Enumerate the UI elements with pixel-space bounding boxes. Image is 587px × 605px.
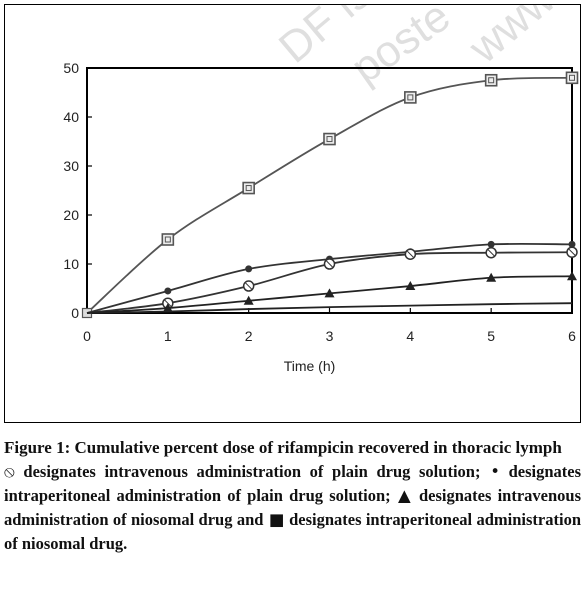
data-point-inner bbox=[407, 94, 414, 101]
y-tick-label: 20 bbox=[63, 207, 79, 223]
x-tick-label: 1 bbox=[164, 328, 172, 344]
legend-symbol-ip-plain: • bbox=[480, 462, 500, 481]
x-axis-title: Time (h) bbox=[284, 358, 336, 374]
data-point-slash bbox=[245, 282, 253, 290]
plot-frame bbox=[86, 67, 573, 314]
series-line-5 bbox=[86, 302, 573, 314]
y-tick-label: 40 bbox=[63, 109, 79, 125]
figure-panel: DF is poste www 0 10 20 30 40 50 0 1 2 3 4 5 6 Time (h) bbox=[4, 4, 581, 423]
x-tick-label: 2 bbox=[245, 328, 253, 344]
data-point bbox=[487, 240, 495, 248]
y-tick-label: 10 bbox=[63, 256, 79, 272]
legend-text-iv-plain: designates intravenous administration of… bbox=[14, 462, 481, 481]
data-point-slash bbox=[326, 260, 333, 268]
data-point bbox=[245, 265, 253, 273]
data-point-inner bbox=[164, 236, 171, 243]
data-point bbox=[405, 281, 416, 291]
data-point bbox=[565, 71, 579, 85]
legend-text-ip-plain: designates intraperitoneal administratio… bbox=[4, 462, 582, 505]
figure-caption: Figure 1: Cumulative percent dose of rif… bbox=[4, 436, 581, 556]
data-point-slash bbox=[487, 249, 495, 257]
y-tick-label: 50 bbox=[63, 60, 79, 76]
legend-text-ip-niosomal: designates intraperitoneal administratio… bbox=[4, 510, 582, 553]
legend-symbol-iv-plain: ⦸ bbox=[4, 462, 15, 481]
data-point bbox=[486, 272, 497, 282]
data-point-slash bbox=[406, 250, 414, 258]
data-point bbox=[404, 91, 417, 104]
data-point-inner bbox=[488, 77, 495, 84]
x-tick-label: 3 bbox=[326, 328, 334, 344]
data-point bbox=[567, 271, 577, 281]
data-point bbox=[484, 73, 498, 87]
legend-symbol-iv-niosomal: ▲ bbox=[390, 486, 413, 505]
watermark-text: www bbox=[459, 5, 564, 73]
x-tick-label: 6 bbox=[568, 328, 576, 344]
x-tick-label: 0 bbox=[83, 328, 91, 344]
data-point-inner bbox=[569, 74, 575, 81]
y-tick-label: 0 bbox=[71, 305, 79, 321]
series-line-2 bbox=[86, 242, 573, 314]
data-point bbox=[162, 303, 173, 313]
x-tick-label: 5 bbox=[487, 328, 495, 344]
legend-symbol-ip-niosomal: ■ bbox=[263, 510, 285, 529]
data-point bbox=[242, 181, 255, 195]
data-point-inner bbox=[245, 185, 252, 192]
data-point bbox=[568, 240, 576, 248]
data-point-inner bbox=[326, 136, 333, 143]
y-tick-label: 30 bbox=[63, 158, 79, 174]
caption-legend: ⦸ designates intravenous administration … bbox=[4, 460, 581, 556]
data-point bbox=[164, 287, 172, 295]
x-tick-label: 4 bbox=[406, 328, 414, 344]
data-point bbox=[324, 288, 335, 298]
legend-text-iv-niosomal: designates intravenous administration of… bbox=[4, 486, 582, 529]
data-point bbox=[243, 295, 254, 305]
data-point bbox=[323, 132, 336, 146]
data-point-slash bbox=[568, 248, 576, 256]
data-point bbox=[161, 233, 175, 246]
caption-title: Figure 1: Cumulative percent dose of rif… bbox=[4, 438, 562, 457]
